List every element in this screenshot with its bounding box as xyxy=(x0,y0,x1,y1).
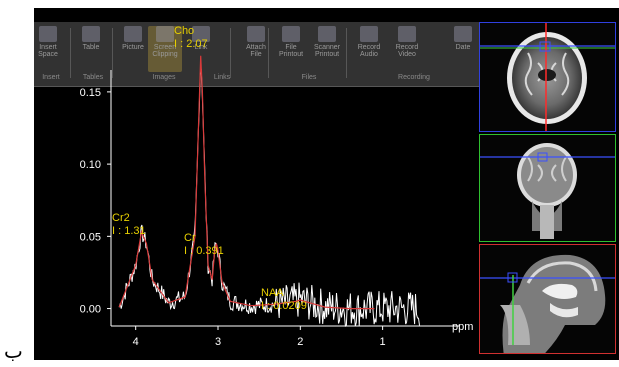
ribbon-button-file-printout[interactable]: File Printout xyxy=(274,26,308,72)
peak-label-cho: Cho xyxy=(174,25,194,37)
ribbon-button-screen-clipping[interactable]: Screen Clipping xyxy=(148,26,182,72)
ribbon-group-label: Tables xyxy=(82,74,104,81)
ribbon-separator xyxy=(70,28,71,78)
y-tick-label: 0.05 xyxy=(80,231,101,243)
ribbon-button-attach-file[interactable]: Attach File xyxy=(239,26,273,72)
insert-space-icon xyxy=(39,26,57,42)
y-tick-label: 0.10 xyxy=(80,159,101,171)
ribbon-button-label: Scanner Printout xyxy=(313,44,341,58)
ribbon-button-date[interactable]: Date xyxy=(446,26,480,72)
ribbon-button-label: Screen Clipping xyxy=(152,44,178,58)
attach-file-icon xyxy=(247,26,265,42)
ribbon-button-label: Picture xyxy=(122,44,144,51)
x-tick-label: 3 xyxy=(215,336,221,348)
x-axis-label: ppm xyxy=(452,321,473,333)
coronal-brain-image xyxy=(480,143,615,239)
ribbon-button-label: Table xyxy=(82,44,100,51)
insert-ribbon: Insert Space Table Picture Screen Clipping L… xyxy=(34,22,479,87)
ribbon-button-table[interactable]: Table xyxy=(74,26,108,72)
sagittal-mri-panel[interactable] xyxy=(479,244,616,354)
y-tick-label: 0.15 xyxy=(80,87,101,99)
record-audio-icon xyxy=(360,26,378,42)
ribbon-button-record-video[interactable]: Record Video xyxy=(390,26,424,72)
ribbon-group-label: Files xyxy=(301,74,317,81)
record-video-icon xyxy=(398,26,416,42)
axial-brain-image xyxy=(480,23,615,131)
ribbon-separator xyxy=(268,28,269,78)
peak-label-cr: Cr xyxy=(184,232,196,244)
ribbon-button-label: File Printout xyxy=(278,44,304,58)
axial-mri-panel[interactable] xyxy=(479,22,616,132)
peak-value-cho: I : 2.07 xyxy=(174,38,208,50)
x-tick-label: 1 xyxy=(380,336,386,348)
ribbon-button-label: Link xyxy=(194,44,208,51)
mrs-viewer-screen: Insert Space Table Picture Screen Clipping L… xyxy=(34,8,619,360)
ribbon-button-insert-space[interactable]: Insert Space xyxy=(34,26,62,72)
sagittal-brain-image xyxy=(480,254,615,353)
ribbon-button-record-audio[interactable]: Record Audio xyxy=(352,26,386,72)
footer-arabic-char: ب xyxy=(4,339,23,363)
ribbon-button-label: Record Video xyxy=(395,44,419,58)
table-icon xyxy=(82,26,100,42)
ribbon-separator xyxy=(112,28,113,78)
x-tick-label: 2 xyxy=(297,336,303,348)
scanner-printout-icon xyxy=(318,26,336,42)
ribbon-group-label: Recording xyxy=(398,74,430,81)
coronal-mri-panel[interactable] xyxy=(479,134,616,242)
ribbon-button-label: Insert Space xyxy=(38,44,58,58)
peak-label-cr2: Cr2 xyxy=(112,212,130,224)
ribbon-separator xyxy=(346,28,347,78)
ribbon-button-label: Record Audio xyxy=(357,44,381,58)
file-printout-icon xyxy=(282,26,300,42)
link-icon xyxy=(192,26,210,42)
peak-value-cr2: I : 1.31 xyxy=(112,225,146,237)
peak-value-naa: I : 0.0209 xyxy=(261,300,307,312)
raw-spectrum-line xyxy=(118,69,420,328)
picture-icon xyxy=(124,26,142,42)
ribbon-group-label: Images xyxy=(152,74,176,81)
ribbon-button-scanner-printout[interactable]: Scanner Printout xyxy=(310,26,344,72)
ribbon-group-label: Insert xyxy=(42,74,60,81)
peak-value-cr: I : 0.391 xyxy=(184,245,224,257)
ribbon-button-picture[interactable]: Picture xyxy=(116,26,150,72)
ribbon-button-label: Date xyxy=(455,44,471,51)
fitted-spectrum-line xyxy=(118,55,375,310)
date-icon xyxy=(454,26,472,42)
x-tick-label: 4 xyxy=(133,336,139,348)
ribbon-group-label: Links xyxy=(213,74,231,81)
ribbon-separator xyxy=(230,28,231,78)
y-tick-label: 0.00 xyxy=(80,304,101,316)
screen-clipping-icon xyxy=(156,26,174,42)
ribbon-button-link[interactable]: Link xyxy=(184,26,218,72)
ribbon-button-label: Attach File xyxy=(246,44,266,58)
peak-label-naa: NAA xyxy=(261,287,284,299)
